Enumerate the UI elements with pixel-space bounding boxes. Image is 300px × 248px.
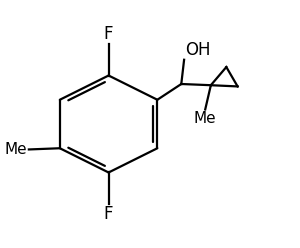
Text: OH: OH xyxy=(185,40,211,59)
Text: F: F xyxy=(104,205,113,223)
Text: F: F xyxy=(104,25,113,43)
Text: Me: Me xyxy=(194,111,217,126)
Text: Me: Me xyxy=(5,142,28,157)
